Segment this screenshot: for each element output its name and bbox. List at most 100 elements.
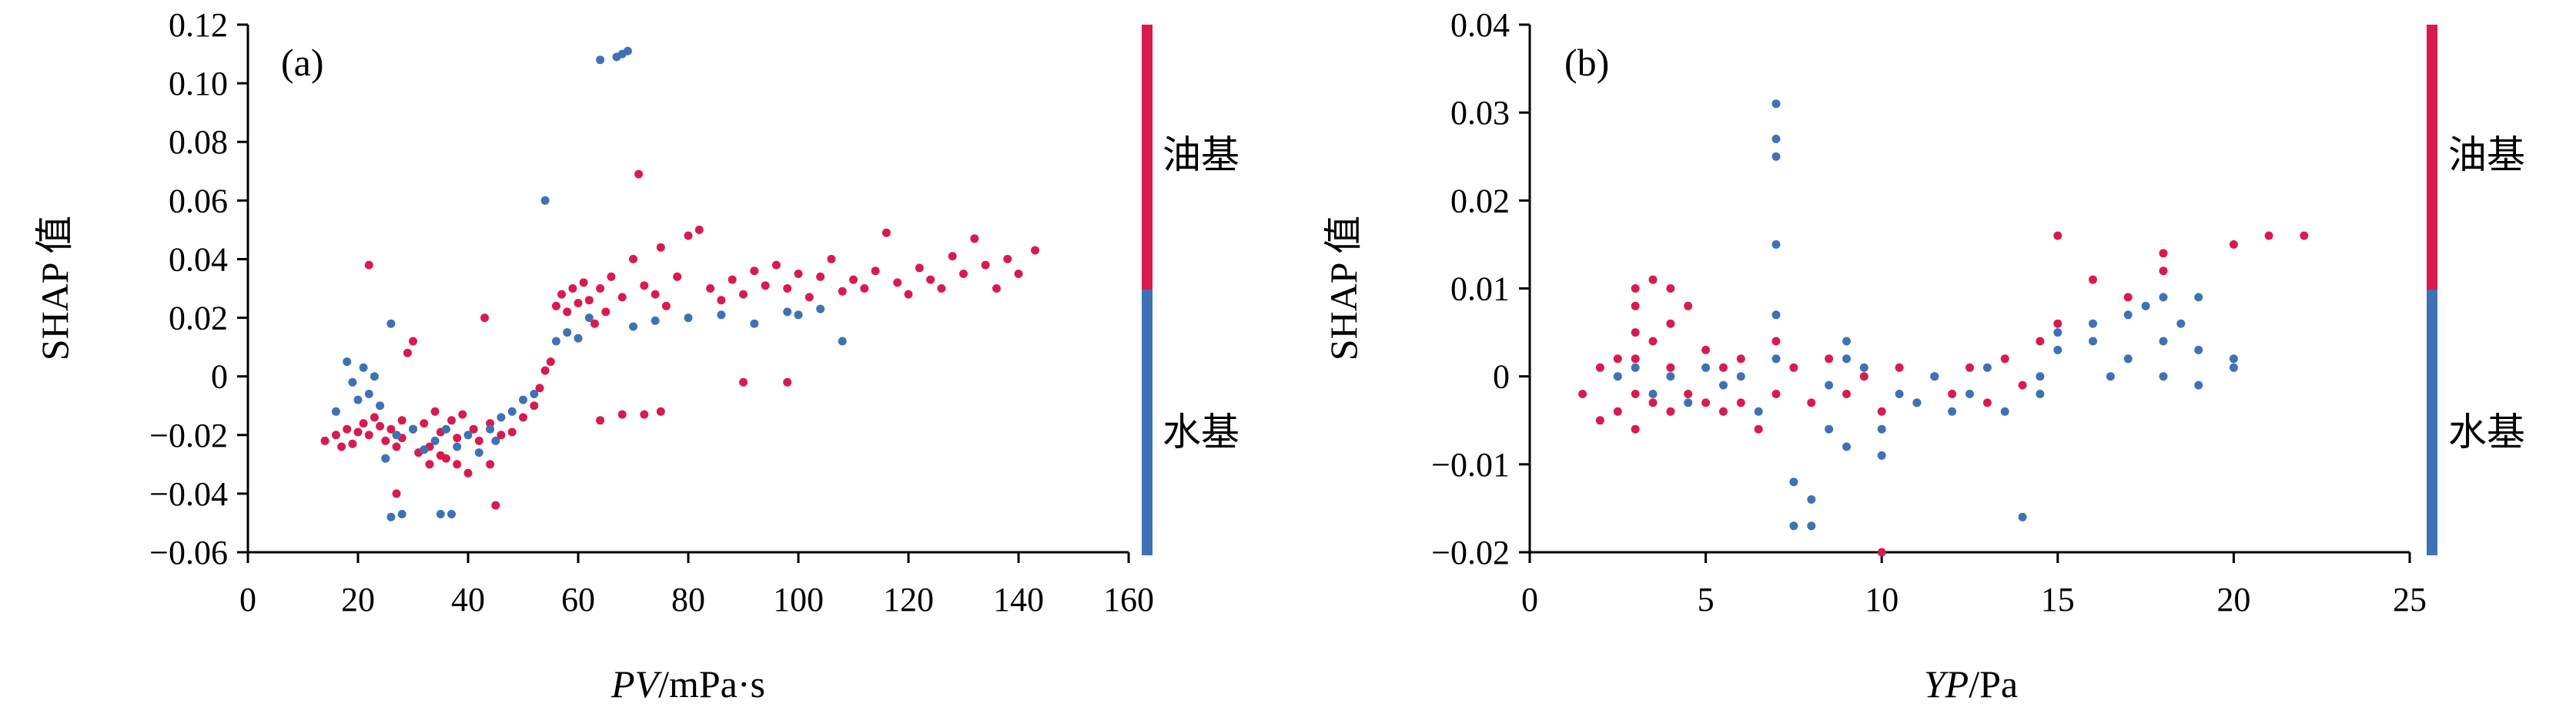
point-water bbox=[2036, 390, 2045, 398]
point-oil bbox=[1684, 390, 1693, 398]
point-oil bbox=[530, 401, 539, 411]
point-oil bbox=[1719, 363, 1728, 372]
point-water bbox=[651, 316, 660, 325]
point-water bbox=[1719, 380, 1728, 390]
point-water bbox=[629, 322, 637, 331]
point-water bbox=[507, 407, 517, 416]
point-oil bbox=[430, 407, 440, 416]
x-tick-label: 40 bbox=[451, 581, 485, 618]
point-water bbox=[2053, 345, 2062, 354]
point-water bbox=[717, 310, 726, 320]
point-oil bbox=[694, 225, 704, 234]
point-oil bbox=[596, 284, 605, 293]
point-oil bbox=[557, 290, 566, 299]
point-oil bbox=[370, 413, 379, 422]
x-tick-label: 20 bbox=[341, 581, 375, 618]
point-oil bbox=[2036, 337, 2045, 346]
point-water bbox=[540, 196, 550, 205]
point-water bbox=[1842, 442, 1851, 451]
point-oil bbox=[860, 284, 869, 293]
point-oil bbox=[1719, 407, 1728, 416]
point-oil bbox=[617, 293, 627, 302]
point-oil bbox=[403, 348, 412, 357]
point-oil bbox=[1982, 398, 1992, 407]
point-oil bbox=[397, 416, 406, 425]
point-water bbox=[2229, 363, 2238, 372]
x-axis-title: PV/mPa·s bbox=[611, 662, 765, 706]
point-oil bbox=[1031, 246, 1039, 255]
point-water bbox=[1789, 478, 1798, 487]
point-water bbox=[364, 390, 373, 398]
point-oil bbox=[1877, 407, 1886, 416]
point-oil bbox=[353, 427, 363, 437]
point-oil bbox=[882, 228, 891, 237]
point-oil bbox=[970, 234, 979, 243]
point-water bbox=[596, 55, 605, 65]
point-water bbox=[1771, 134, 1781, 143]
point-water bbox=[2089, 319, 2097, 328]
point-oil bbox=[849, 275, 858, 284]
point-water bbox=[1982, 363, 1992, 372]
point-oil bbox=[486, 460, 495, 469]
point-water bbox=[1877, 424, 1886, 434]
point-oil bbox=[1648, 337, 1658, 346]
point-water bbox=[430, 436, 440, 445]
chart-panel-a: (a) SHAP 值 PV/mPa·s 0 20 40 60 80 100 120 140 16… bbox=[33, 6, 1239, 706]
point-oil bbox=[656, 407, 665, 416]
point-oil bbox=[331, 431, 340, 440]
point-oil bbox=[1648, 398, 1658, 407]
point-water bbox=[1771, 99, 1781, 109]
point-water bbox=[1771, 310, 1781, 320]
point-oil bbox=[584, 296, 594, 305]
point-water bbox=[816, 304, 825, 313]
point-water bbox=[794, 310, 803, 320]
point-water bbox=[1807, 495, 1816, 504]
point-water bbox=[497, 413, 506, 422]
point-oil bbox=[661, 301, 671, 310]
y-tick-label: 0.03 bbox=[1450, 94, 1510, 132]
point-water bbox=[2106, 372, 2115, 381]
legend-bar-water bbox=[1142, 290, 1153, 555]
point-oil bbox=[469, 424, 478, 434]
y-ticks: −0.06 −0.04 −0.02 0 0.02 0.04 0.06 0.08 0.10 0.12 bbox=[149, 6, 248, 572]
point-oil bbox=[491, 501, 500, 510]
point-water bbox=[1754, 407, 1763, 416]
point-water bbox=[1877, 451, 1886, 460]
point-oil bbox=[1666, 407, 1675, 416]
point-oil bbox=[871, 266, 880, 276]
point-water bbox=[2053, 328, 2062, 337]
point-water bbox=[353, 395, 363, 404]
point-oil bbox=[673, 272, 682, 281]
point-water bbox=[1965, 390, 1974, 398]
point-oil bbox=[750, 266, 759, 276]
point-oil bbox=[761, 281, 770, 290]
legend-label-oil: 油基 bbox=[1163, 132, 1239, 177]
point-oil bbox=[915, 263, 924, 273]
point-oil bbox=[629, 254, 637, 263]
point-oil bbox=[1014, 270, 1023, 278]
point-oil bbox=[601, 307, 611, 317]
point-water bbox=[376, 401, 385, 411]
point-oil bbox=[359, 419, 368, 428]
point-water bbox=[623, 46, 632, 55]
point-oil bbox=[838, 287, 847, 296]
x-tick-label: 120 bbox=[883, 581, 934, 618]
point-water bbox=[1789, 521, 1798, 531]
point-oil bbox=[651, 290, 660, 299]
point-oil bbox=[739, 377, 748, 387]
point-water bbox=[563, 328, 572, 337]
point-oil bbox=[1648, 275, 1658, 284]
point-oil bbox=[1631, 328, 1640, 337]
point-oil bbox=[926, 275, 935, 284]
point-water bbox=[1771, 152, 1781, 161]
point-water bbox=[474, 448, 483, 458]
point-water bbox=[750, 319, 759, 328]
point-water bbox=[463, 431, 473, 440]
point-oil bbox=[2053, 319, 2062, 328]
point-water bbox=[1771, 240, 1781, 249]
point-water bbox=[1666, 372, 1675, 381]
point-oil bbox=[1613, 354, 1622, 364]
point-oil bbox=[2229, 240, 2238, 249]
